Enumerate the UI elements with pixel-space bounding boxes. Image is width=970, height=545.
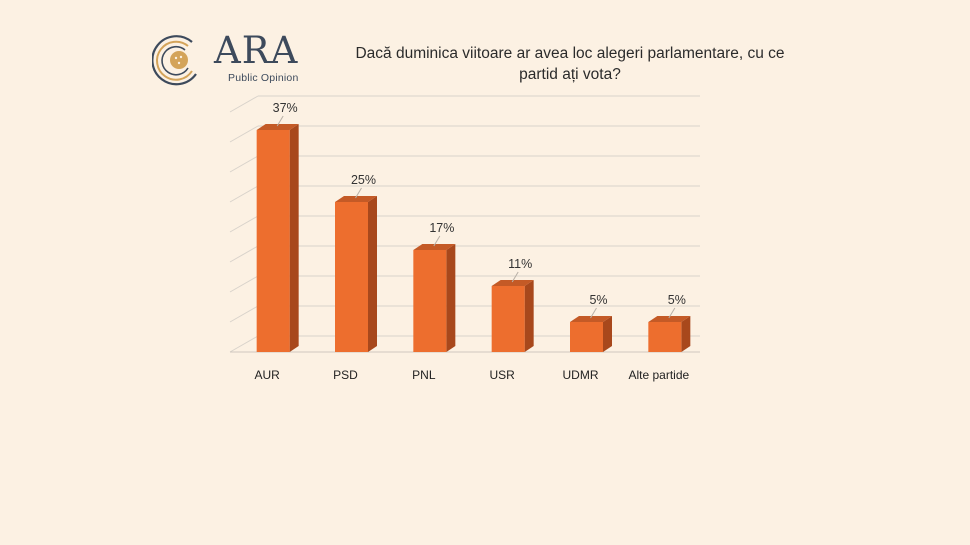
gridline-side [229, 335, 259, 353]
ara-logo: ARA Public Opinion [150, 32, 330, 88]
bar-top [256, 124, 299, 130]
logo-wordmark: ARA [214, 29, 299, 72]
data-label: 17% [429, 221, 454, 235]
ara-logo-mark-icon [152, 35, 197, 86]
data-label-leader [276, 115, 284, 127]
bar-side [446, 244, 456, 352]
bar-side [524, 280, 534, 352]
data-label-leader [668, 307, 676, 319]
chart-title: Dacă duminica viitoare ar avea loc alege… [355, 45, 785, 83]
bar-top [413, 244, 456, 250]
data-label: 25% [351, 173, 376, 187]
bar [570, 322, 603, 352]
bar-side [368, 196, 377, 352]
bar-side [289, 124, 299, 352]
gridline-side [229, 275, 259, 293]
bar-top [648, 316, 691, 322]
data-label: 5% [668, 293, 686, 307]
category-label: Alte partide [628, 368, 689, 382]
data-label-leader [355, 187, 362, 199]
category-label: PNL [412, 368, 436, 382]
data-label-leader [511, 271, 519, 283]
bar-side [603, 316, 612, 352]
data-label-leader [590, 307, 597, 319]
gridline-side [229, 305, 259, 323]
data-label: 5% [589, 293, 607, 307]
category-label: USR [489, 368, 515, 382]
gridline-side [229, 245, 259, 263]
bar [335, 202, 368, 352]
bar [256, 130, 290, 352]
category-label: PSD [333, 368, 358, 382]
category-label: UDMR [563, 368, 599, 382]
bar [491, 286, 525, 352]
gridline-side [229, 215, 259, 233]
logo-subtitle: Public Opinion [228, 72, 299, 84]
gridline-side [229, 95, 259, 113]
data-label: 37% [273, 101, 298, 115]
bar [648, 322, 682, 352]
gridline-side [229, 155, 259, 173]
category-label: AUR [254, 368, 280, 382]
data-label: 11% [508, 257, 532, 271]
gridline-side [229, 185, 259, 203]
bar-top [491, 280, 534, 286]
data-label-leader [433, 235, 441, 247]
bar-side [681, 316, 691, 352]
gridline-side [229, 125, 259, 143]
bar [413, 250, 447, 352]
bar-top [570, 316, 612, 322]
bar-top [335, 196, 377, 202]
